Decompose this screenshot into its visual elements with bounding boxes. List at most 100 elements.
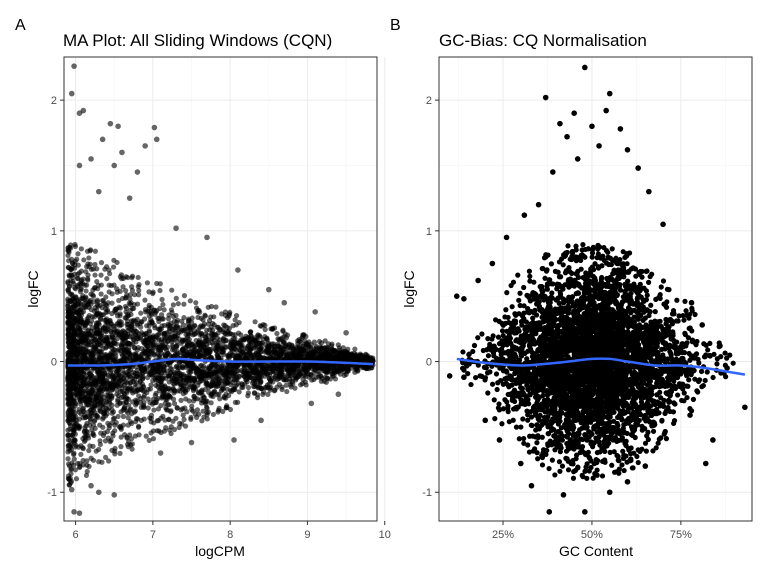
panel-a-data-point [208, 383, 213, 388]
panel-a-data-point [85, 376, 90, 381]
panel-a-data-point [151, 436, 156, 441]
panel-a-data-point [135, 169, 141, 175]
panel-a-data-point [69, 487, 75, 493]
panel-a-data-point [100, 137, 106, 143]
panel-a-data-point [234, 322, 239, 327]
panel-a-data-point [97, 348, 102, 353]
panel-a-data-point [155, 418, 160, 423]
panel-a-data-point [96, 189, 102, 195]
panel-a-data-point [160, 376, 165, 381]
panel-a-data-point [127, 352, 132, 357]
panel-a-data-point [84, 473, 89, 478]
panel-a-data-point [250, 367, 255, 372]
panel-a-data-point [156, 368, 161, 373]
panel-a-data-point [83, 415, 88, 420]
panel-a-data-point [67, 403, 72, 408]
panel-a-data-point [87, 414, 92, 419]
panel-a-data-point [88, 302, 93, 307]
panel-a-data-point [138, 356, 143, 361]
panel-tag-a: A [15, 17, 26, 34]
panel-a-data-point [71, 63, 77, 69]
panel-a-data-point [282, 377, 287, 382]
panel-a-data-point [114, 382, 119, 387]
panel-b-data-point [600, 473, 605, 478]
panel-a-data-point [76, 325, 81, 330]
panel-a-data-point [129, 324, 134, 329]
panel-a-data-point [152, 125, 158, 131]
panel-a-data-point [220, 409, 225, 414]
panel-a-data-point [154, 344, 159, 349]
panel-a-data-point [151, 400, 156, 405]
panel-a-data-point [348, 356, 353, 361]
panel-a-data-point [181, 378, 186, 383]
panel-a-x-tick-label: 8 [227, 529, 233, 541]
panel-a-data-point [127, 297, 132, 302]
panel-a-data-point [284, 389, 289, 394]
panel-a-data-point [98, 409, 103, 414]
panel-a-data-point [80, 436, 85, 441]
panel-a-data-point [193, 300, 198, 305]
panel-a-data-point [81, 446, 86, 451]
panel-a-data-point [196, 380, 201, 385]
panel-a-data-point [88, 358, 93, 363]
panel-a-data-point [82, 429, 87, 434]
panel-a-data-point [254, 373, 259, 378]
panel-a-data-point [247, 351, 252, 356]
panel-a-data-point [144, 434, 149, 439]
panel-a-data-point [173, 329, 178, 334]
panel-a-data-point [107, 423, 112, 428]
panel-a-data-point [260, 392, 265, 397]
panel-a-data-point [235, 267, 241, 273]
panel-a-data-point [209, 362, 214, 367]
panel-b-data-point [492, 416, 497, 421]
panel-a-data-point [117, 373, 122, 378]
panel-a-data-point [84, 421, 89, 426]
panel-a-data-point [115, 397, 120, 402]
panel-a-data-point [246, 390, 251, 395]
panel-a-data-point [279, 387, 284, 392]
panel-a-data-point [167, 352, 172, 357]
panel-a-data-point [172, 427, 177, 432]
panel-a-data-point [227, 310, 232, 315]
panel-a-data-point [81, 406, 86, 411]
panel-a-data-point [92, 272, 97, 277]
panel-a-data-point [68, 432, 73, 437]
panel-a-y-tick-label: 1 [51, 226, 57, 238]
panel-a-data-point [172, 353, 177, 358]
panel-a-data-point [256, 352, 261, 357]
panel-a-data-point [66, 366, 71, 371]
panel-a-data-point [208, 393, 213, 398]
panel-a-data-point [66, 315, 71, 320]
panel-a-data-point [71, 439, 76, 444]
panel-a-data-point [258, 418, 264, 424]
panel-a-data-point [142, 416, 147, 421]
panel-a-data-point [181, 384, 186, 389]
panel-a-data-point [264, 336, 269, 341]
panel-a-data-point [96, 489, 102, 495]
panel-a-data-point [99, 282, 104, 287]
panel-a-data-point [158, 450, 164, 456]
panel-a-data-point [274, 331, 279, 336]
panel-a-data-point [210, 321, 215, 326]
panel-a-data-point [196, 307, 201, 312]
panel-a-data-point [125, 340, 130, 345]
panel-a-data-point [142, 298, 147, 303]
panel-a-data-point [301, 373, 306, 378]
panel-a-data-point [71, 509, 77, 515]
panel-a-data-point [148, 386, 153, 391]
panel-a-data-point [234, 364, 239, 369]
panel-a-data-point [135, 301, 140, 306]
panel-a-data-point [279, 350, 284, 355]
panel-a-data-point [281, 300, 287, 306]
panel-a-data-point [77, 461, 82, 466]
panel-a-data-point [201, 341, 206, 346]
panel-a-data-point [149, 416, 154, 421]
panel-b-data-point [682, 299, 687, 304]
panel-a-data-point [150, 348, 155, 353]
panel-a-data-point [67, 273, 72, 278]
panel-a-data-point [159, 297, 164, 302]
panel-a-data-point [146, 396, 151, 401]
panel-a-data-point [205, 416, 210, 421]
panel-a-data-point [190, 315, 195, 320]
